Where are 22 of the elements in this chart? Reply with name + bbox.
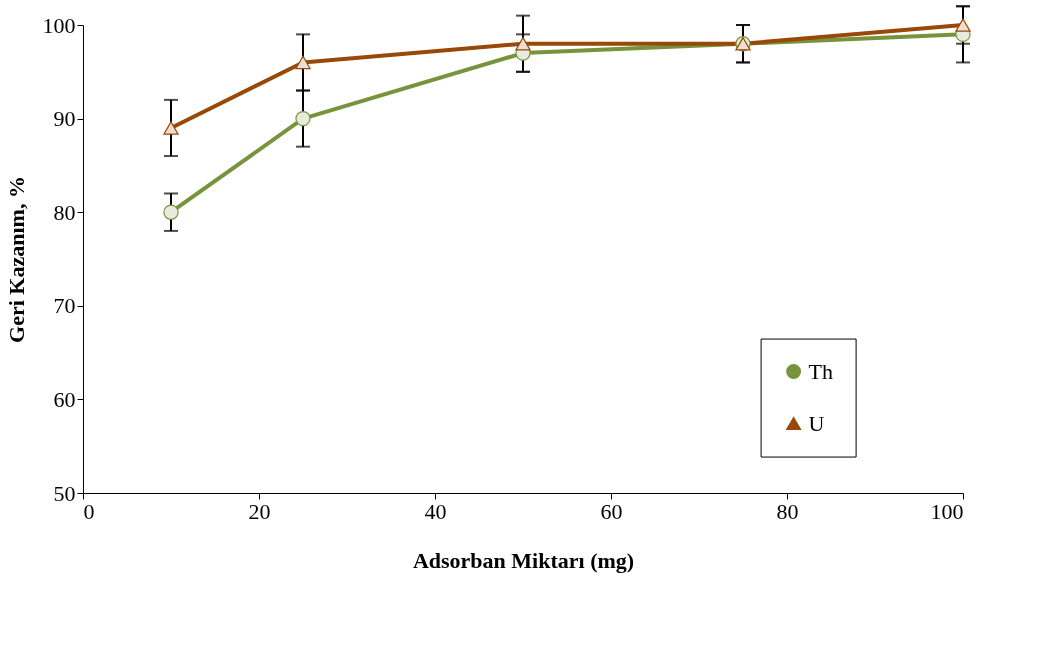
point [163, 121, 179, 135]
x-tick-label: 60 [600, 498, 623, 524]
point [955, 18, 971, 32]
x-tick-label: 80 [776, 498, 799, 524]
x-tick-label: 20 [248, 498, 271, 524]
point [295, 55, 311, 70]
x-tick-label: 0 [83, 498, 95, 524]
x-axis-title: Adsorban Miktarı (mg) [412, 547, 635, 573]
y-tick-label: 80 [53, 199, 76, 225]
legend-label: Th [808, 358, 834, 384]
y-tick-label: 60 [53, 386, 76, 412]
y-tick-label: 100 [42, 12, 76, 38]
point [163, 204, 179, 220]
point [515, 37, 531, 51]
y-tick-label: 70 [53, 293, 76, 319]
y-tick-label: 90 [53, 106, 76, 132]
legend-label: U [808, 410, 825, 436]
y-tick-label: 50 [53, 480, 76, 506]
y-axis-title: Geri Kazanım, % [3, 176, 29, 343]
x-tick-label: 40 [424, 498, 447, 524]
point [295, 110, 311, 127]
x-tick-label: 100 [930, 498, 964, 524]
